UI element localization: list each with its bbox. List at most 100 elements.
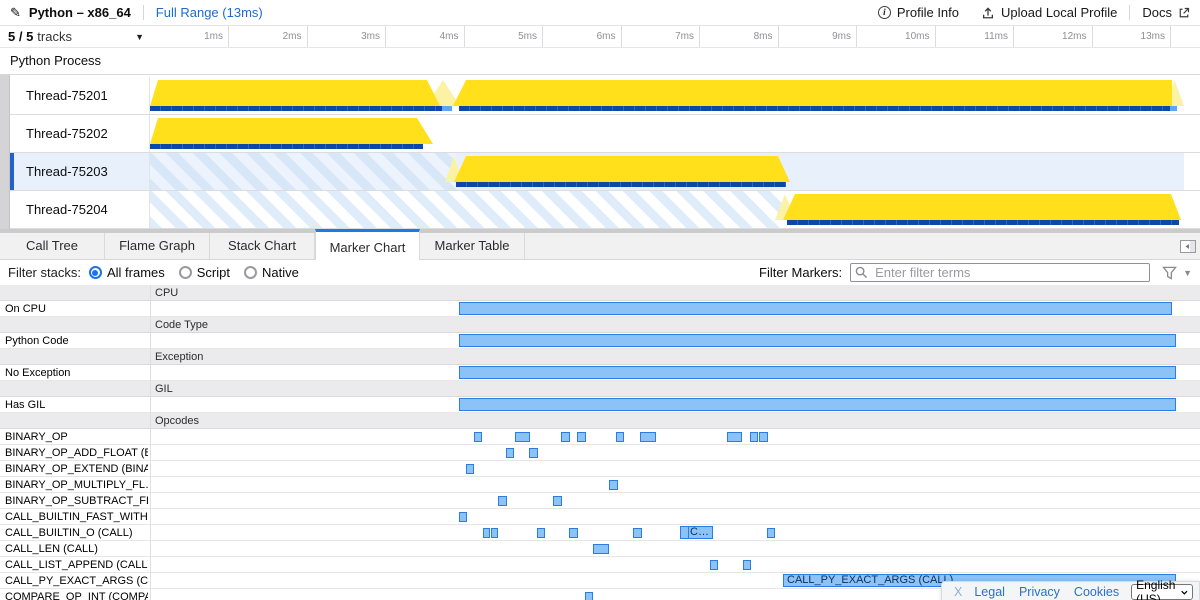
privacy-link[interactable]: Privacy [1018,585,1060,599]
thread-row[interactable]: Thread-75203 [10,153,1200,191]
tab-marker-chart[interactable]: Marker Chart [315,229,420,260]
marker-row[interactable]: CALL_BUILTIN_O (CALL) C… [0,525,1200,541]
thread-activity-track[interactable] [150,115,1184,152]
thread-label[interactable]: Thread-75201 [10,77,150,114]
marker-row[interactable]: BINARY_OP [0,429,1200,445]
marker-square[interactable] [585,592,593,600]
funnel-dropdown-icon[interactable]: ▼ [1183,267,1192,278]
marker-row[interactable]: No Exception [0,365,1200,381]
marker-filter-input[interactable] [850,263,1151,282]
filter-markers-label: Filter Markers: [759,265,843,280]
marker-square[interactable] [767,528,775,538]
thread-activity-track[interactable] [150,191,1184,228]
marker-row[interactable]: BINARY_OP_EXTEND (BINA… [0,461,1200,477]
top-header: ✎ Python – x86_64 Full Range (13ms) i Pr… [0,0,1200,26]
marker-square[interactable] [506,448,514,458]
thread-row[interactable]: Thread-75202 [10,115,1200,153]
tab-call-tree[interactable]: Call Tree [0,233,105,259]
marker-square[interactable] [515,432,530,442]
divider [142,5,144,20]
profile-info-button[interactable]: i Profile Info [877,5,959,20]
filter-funnel-icon[interactable] [1162,266,1178,280]
marker-square[interactable] [593,544,609,554]
ruler-tick: 4ms [386,26,465,47]
marker-interval-bar[interactable] [459,334,1176,347]
marker-row[interactable]: On CPU [0,301,1200,317]
close-banner-button[interactable]: X [954,585,963,599]
marker-square[interactable] [491,528,498,538]
tab-marker-table[interactable]: Marker Table [420,233,525,259]
cookies-link[interactable]: Cookies [1073,585,1120,599]
timeline-ruler[interactable]: 1ms 2ms 3ms 4ms 5ms 6ms 7ms 8ms 9ms 10ms 11ms 12ms 1… [150,26,1171,47]
marker-interval-bar[interactable] [459,366,1176,379]
thread-label[interactable]: Thread-75202 [10,115,150,152]
marker-square[interactable] [743,560,751,570]
marker-row[interactable]: CALL_PY_EXACT_ARGS (C… CALL_PY_EXACT_ARGS… [0,573,1200,589]
marker-square[interactable] [750,432,758,442]
edit-profile-name-icon[interactable]: ✎ [10,4,21,20]
marker-row[interactable]: Python Code [0,333,1200,349]
language-select[interactable]: English (US) [1131,578,1193,600]
process-track-header[interactable]: Python Process [0,48,1200,75]
marker-square[interactable] [474,432,482,442]
tab-stack-chart[interactable]: Stack Chart [210,233,315,259]
radio-button[interactable] [88,266,102,279]
radio-button[interactable] [244,266,257,279]
marker-square[interactable] [561,432,570,442]
thread-label[interactable]: Thread-75203 [10,153,150,190]
thread-row[interactable]: Thread-75201 [10,77,1200,115]
legal-link[interactable]: Legal [974,585,1005,599]
marker-row-label: CALL_BUILTIN_O (CALL) [5,527,133,539]
marker-square[interactable] [577,432,586,442]
marker-square[interactable] [569,528,578,538]
open-sidebar-button[interactable] [1176,233,1200,259]
ruler-tick: 8ms [700,26,779,47]
stack-filter-option-native[interactable]: Native [244,265,299,280]
marker-square[interactable] [553,496,562,506]
marker-square[interactable] [483,528,490,538]
radio-label: Native [262,265,299,280]
marker-square[interactable] [727,432,742,442]
marker-row[interactable]: BINARY_OP_ADD_FLOAT (B… [0,445,1200,461]
marker-square[interactable] [609,480,618,490]
marker-row[interactable]: BINARY_OP_SUBTRACT_FL… [0,493,1200,509]
marker-square[interactable] [633,528,642,538]
thread-activity-track[interactable] [150,153,1184,190]
marker-row[interactable]: CALL_LEN (CALL) [0,541,1200,557]
marker-row[interactable]: COMPARE_OP_INT (COMPA… [0,589,1200,600]
marker-square[interactable] [710,560,718,570]
category-label: GIL [155,383,173,395]
thread-row[interactable]: Thread-75204 [10,191,1200,229]
thread-activity-track[interactable] [150,77,1184,114]
marker-labeled-bar[interactable]: C… [680,526,713,539]
marker-square[interactable] [537,528,545,538]
upload-profile-button[interactable]: Upload Local Profile [981,5,1117,20]
marker-square[interactable] [640,432,656,442]
tab-flame-graph[interactable]: Flame Graph [105,233,210,259]
radio-button[interactable] [178,266,192,279]
marker-chart[interactable]: CPU On CPU Code Type Python Code Exception No… [0,285,1200,600]
docs-button[interactable]: Docs [1142,5,1190,20]
stack-filter-option-script[interactable]: Script [178,265,230,280]
thread-label[interactable]: Thread-75204 [10,191,150,228]
marker-row[interactable]: Has GIL [0,397,1200,413]
ruler-tick: 2ms [229,26,308,47]
marker-interval-bar[interactable] [459,398,1176,411]
marker-square[interactable] [759,432,768,442]
divider [1129,5,1131,20]
full-range-link[interactable]: Full Range (13ms) [155,5,263,20]
samples-strip [442,106,452,111]
marker-row[interactable]: CALL_BUILTIN_FAST_WITH… [0,509,1200,525]
marker-row[interactable]: CALL_LIST_APPEND (CALL) [0,557,1200,573]
marker-square[interactable] [498,496,507,506]
marker-square[interactable] [529,448,538,458]
marker-square[interactable] [616,432,624,442]
marker-interval-bar[interactable] [459,302,1172,315]
marker-square[interactable] [466,464,474,474]
marker-row[interactable]: BINARY_OP_MULTIPLY_FL… [0,477,1200,493]
panel-splitter[interactable] [0,229,1200,233]
marker-square[interactable] [459,512,467,522]
tracks-dropdown[interactable]: 5 / 5 tracks ▼ [8,29,144,44]
samples-strip [459,106,1170,111]
stack-filter-option-all-frames[interactable]: All frames [88,265,165,280]
